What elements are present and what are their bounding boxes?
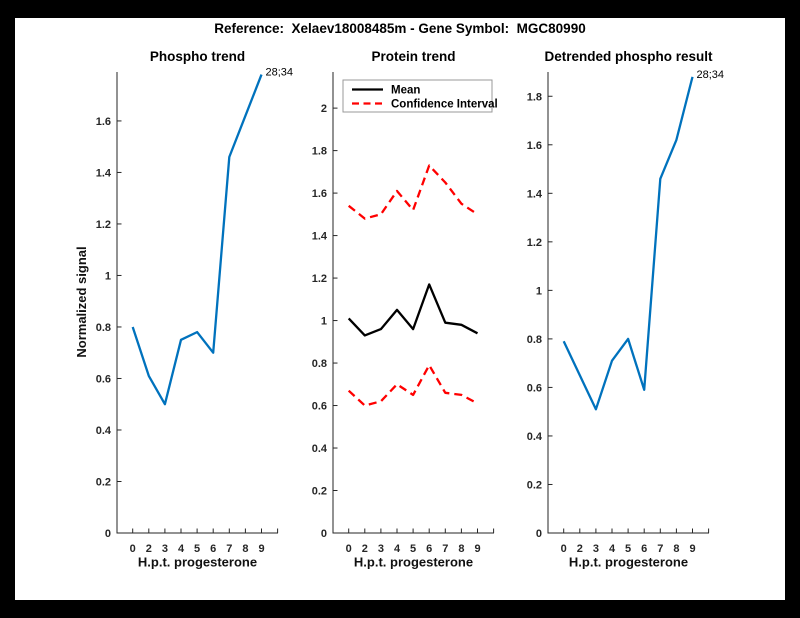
series-line-confidence-interval-lower xyxy=(347,364,479,407)
x-axis-label: H.p.t. progesterone xyxy=(354,555,473,570)
series-line-detrended-phospho-signal xyxy=(562,76,694,411)
x-tick-label: 5 xyxy=(194,543,200,555)
y-axis-label: Normalized signal xyxy=(74,246,89,357)
series-line-mean xyxy=(347,283,479,337)
x-tick-label: 0 xyxy=(346,543,352,555)
x-tick-label: 3 xyxy=(378,543,384,555)
y-tick-label: 0.4 xyxy=(312,443,328,455)
x-tick-label: 4 xyxy=(609,543,616,555)
x-tick-label: 8 xyxy=(242,543,248,555)
y-tick-label: 2 xyxy=(321,103,327,115)
y-tick-label: 0.6 xyxy=(527,382,542,394)
x-tick-label: 7 xyxy=(442,543,448,555)
axes xyxy=(332,72,494,534)
y-tick-label: 0.2 xyxy=(527,479,542,491)
x-tick-label: 4 xyxy=(394,543,401,555)
y-tick-label: 1.4 xyxy=(96,167,112,179)
x-tick-label: 4 xyxy=(178,543,185,555)
legend-item-label: Confidence Interval xyxy=(391,99,498,111)
x-tick-label: 6 xyxy=(426,543,432,555)
y-tick-label: 0 xyxy=(321,528,327,540)
y-tick-label: 1 xyxy=(105,270,111,282)
x-axis-label: H.p.t. progesterone xyxy=(138,555,257,570)
x-tick-label: 9 xyxy=(474,543,480,555)
x-tick-label: 8 xyxy=(458,543,464,555)
x-tick-label: 9 xyxy=(689,543,695,555)
axes xyxy=(116,72,278,534)
x-tick-label: 2 xyxy=(362,543,368,555)
y-tick-label: 0 xyxy=(105,528,111,540)
x-tick-label: 3 xyxy=(593,543,599,555)
y-tick-label: 0.6 xyxy=(96,373,111,385)
y-tick-label: 0.2 xyxy=(312,486,327,498)
y-tick-label: 0.4 xyxy=(96,425,112,437)
y-tick-label: 1.4 xyxy=(312,231,328,243)
y-tick-label: 0.8 xyxy=(527,334,542,346)
figure-canvas xyxy=(15,18,785,600)
x-tick-label: 7 xyxy=(657,543,663,555)
x-tick-label: 8 xyxy=(673,543,679,555)
x-tick-label: 6 xyxy=(641,543,647,555)
figure-title: Reference: Xelaev18008485m - Gene Symbol… xyxy=(214,21,586,36)
x-tick-label: 7 xyxy=(226,543,232,555)
legend-item-label: Mean xyxy=(391,85,420,97)
axes xyxy=(547,72,709,534)
y-tick-label: 1.2 xyxy=(312,273,327,285)
series-line-confidence-interval-upper xyxy=(347,164,479,220)
y-tick-label: 0.2 xyxy=(96,476,111,488)
x-tick-label: 6 xyxy=(210,543,216,555)
y-tick-label: 0.6 xyxy=(312,401,327,413)
y-tick-label: 0.8 xyxy=(96,322,111,334)
series-line-phospho-signal xyxy=(131,74,263,406)
chart-title: Detrended phospho result xyxy=(544,49,713,64)
y-tick-label: 1 xyxy=(321,316,327,328)
x-tick-label: 2 xyxy=(146,543,152,555)
x-tick-label: 0 xyxy=(561,543,567,555)
y-tick-label: 1.6 xyxy=(312,188,327,200)
chart-title: Phospho trend xyxy=(150,49,245,64)
y-tick-label: 0.8 xyxy=(312,358,327,370)
chart-title: Protein trend xyxy=(371,49,455,64)
y-tick-label: 1.8 xyxy=(527,91,542,103)
endpoint-annotation: 28;34 xyxy=(266,67,294,79)
y-tick-label: 1.6 xyxy=(527,140,542,152)
x-axis-label: H.p.t. progesterone xyxy=(569,555,688,570)
x-tick-label: 2 xyxy=(577,543,583,555)
y-tick-label: 1.8 xyxy=(312,146,327,158)
x-tick-label: 0 xyxy=(130,543,136,555)
y-tick-label: 1.2 xyxy=(527,237,542,249)
x-tick-label: 5 xyxy=(410,543,416,555)
y-tick-label: 1.2 xyxy=(96,219,111,231)
endpoint-annotation: 28;34 xyxy=(697,69,725,81)
x-tick-label: 5 xyxy=(625,543,631,555)
y-tick-label: 0 xyxy=(536,528,542,540)
y-tick-label: 1.4 xyxy=(527,188,543,200)
x-tick-label: 9 xyxy=(258,543,264,555)
y-tick-label: 1 xyxy=(536,285,542,297)
legend-box xyxy=(342,79,493,113)
y-tick-label: 1.6 xyxy=(96,116,111,128)
y-tick-label: 0.4 xyxy=(527,431,543,443)
x-tick-label: 3 xyxy=(162,543,168,555)
